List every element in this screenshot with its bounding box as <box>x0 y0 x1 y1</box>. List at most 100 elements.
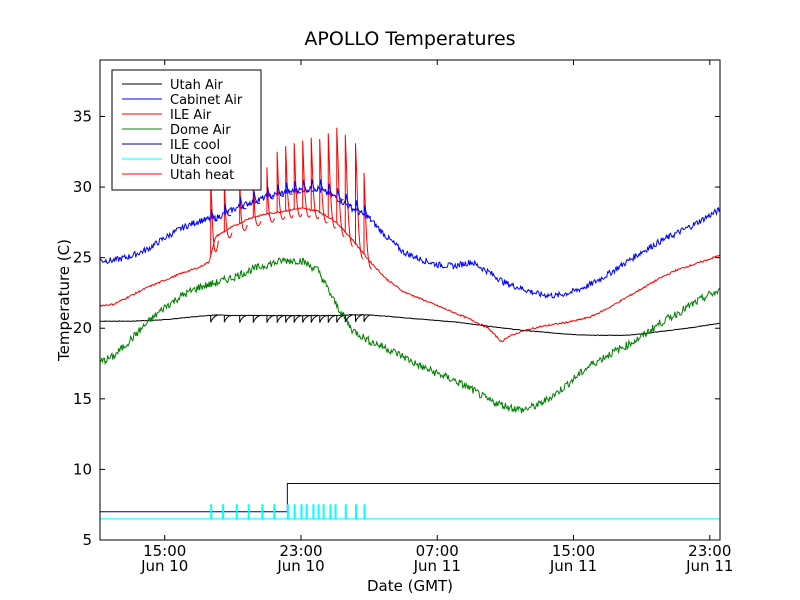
utah-cool-spike <box>317 504 320 519</box>
ile-air-spike <box>293 143 303 217</box>
series-line-utah-air <box>99 314 721 337</box>
cabinet-air-bump <box>293 181 302 194</box>
x-tick-label-date: Jun 10 <box>276 557 324 575</box>
series-layer <box>99 127 721 520</box>
cabinet-air-bump <box>310 179 319 192</box>
cabinet-air-bump <box>327 183 336 196</box>
cabinet-air-bump <box>210 209 218 222</box>
utah-cool-spike <box>363 504 366 519</box>
cabinet-air-bump <box>363 205 372 218</box>
ile-air-spike <box>310 137 320 220</box>
utah-cool-spike <box>334 504 337 519</box>
series-line-ile-cool <box>100 483 720 513</box>
x-tick-label-time: 07:00 <box>416 542 459 560</box>
utah-air-dip <box>252 315 261 323</box>
utah-air-dip <box>285 315 293 323</box>
legend-label-cabinet-air: Cabinet Air <box>170 93 243 108</box>
utah-cool-spike <box>344 504 347 519</box>
series-line-cabinet-air <box>99 184 721 299</box>
ile-air-spike <box>344 134 354 247</box>
utah-cool-spike <box>305 504 308 519</box>
utah-cool-spike <box>312 504 315 519</box>
cabinet-air-bump <box>266 186 275 200</box>
utah-cool-spike <box>273 504 276 519</box>
utah-cool-spike <box>293 504 296 519</box>
ile-air-spike <box>319 139 328 224</box>
ile-air-spike <box>302 140 311 218</box>
utah-cool-spike <box>235 504 238 519</box>
utah-air-dip <box>310 315 319 323</box>
cabinet-air-bump <box>354 200 363 213</box>
legend-label-dome-air: Dome Air <box>170 123 231 138</box>
legend-label-ile-cool: ILE cool <box>170 138 220 153</box>
utah-air-dip <box>336 314 344 323</box>
cabinet-air-bump <box>319 179 327 192</box>
y-tick-label: 35 <box>73 107 92 125</box>
utah-air-dip <box>327 315 336 323</box>
x-tick-label-date: Jun 11 <box>413 557 461 575</box>
utah-air-dip <box>239 315 247 323</box>
legend-label-utah-air: Utah Air <box>170 78 223 93</box>
cabinet-air-bump <box>239 196 247 210</box>
legend-label-utah-heat: Utah heat <box>170 168 234 183</box>
x-tick-label-time: 23:00 <box>688 542 731 560</box>
y-tick-label: 5 <box>82 531 92 549</box>
y-axis-label: Temperature (C) <box>55 239 73 362</box>
utah-cool-spike <box>354 504 358 519</box>
utah-cool-spike <box>247 504 250 519</box>
x-tick-label-date: Jun 11 <box>685 557 733 575</box>
y-tick-label: 15 <box>73 390 92 408</box>
utah-air-dip <box>266 315 274 323</box>
ile-air-spike <box>252 175 262 227</box>
y-tick-label: 10 <box>73 460 92 478</box>
utah-air-dip <box>210 314 218 323</box>
cabinet-air-bump <box>252 191 261 204</box>
cabinet-air-bump <box>302 179 310 193</box>
utah-air-dip <box>363 314 371 323</box>
ile-air-spike <box>354 143 364 260</box>
utah-air-dip <box>293 315 302 323</box>
x-tick-label-date: Jun 11 <box>549 557 597 575</box>
utah-cool-spike <box>210 504 213 519</box>
utah-air-dip <box>344 314 353 323</box>
x-tick-label-time: 15:00 <box>552 542 595 560</box>
utah-air-dip <box>276 315 285 323</box>
series-line-ile-air <box>99 207 721 343</box>
legend-label-utah-cool: Utah cool <box>170 153 232 168</box>
utah-cool-spike <box>329 504 332 519</box>
series-line-dome-air <box>99 256 721 414</box>
ile-air-spike <box>239 178 248 232</box>
y-tick-label: 30 <box>73 178 92 196</box>
legend-label-ile-air: ILE Air <box>170 108 212 123</box>
chart-title: APOLLO Temperatures <box>304 28 515 50</box>
utah-air-dip <box>302 315 310 323</box>
utah-cool-spike <box>300 504 303 519</box>
cabinet-air-bump <box>336 188 344 201</box>
utah-cool-spike <box>286 504 289 519</box>
utah-air-dip <box>354 314 363 323</box>
plot-frame <box>99 59 721 541</box>
legend-box <box>111 69 262 191</box>
ile-air-spike <box>336 127 345 238</box>
utah-cool-spike <box>322 504 325 519</box>
utah-air-dip <box>223 314 232 323</box>
ile-air-spike <box>327 133 337 229</box>
ile-air-spike <box>285 146 294 219</box>
y-tick-label: 20 <box>73 319 92 337</box>
x-tick-label-time: 15:00 <box>143 542 186 560</box>
x-tick-label-time: 23:00 <box>279 542 322 560</box>
cabinet-air-bump <box>285 182 293 195</box>
ile-air-spike <box>223 179 233 239</box>
cabinet-air-bump <box>276 184 285 197</box>
utah-cool-spike <box>222 504 225 519</box>
x-tick-label-date: Jun 10 <box>140 557 188 575</box>
y-tick-label: 25 <box>73 249 92 267</box>
utah-air-dip <box>319 315 327 323</box>
ile-air-spike <box>266 167 276 223</box>
cabinet-air-bump <box>223 203 232 217</box>
cabinet-air-bump <box>344 193 353 207</box>
utah-cool-spike <box>261 504 264 519</box>
